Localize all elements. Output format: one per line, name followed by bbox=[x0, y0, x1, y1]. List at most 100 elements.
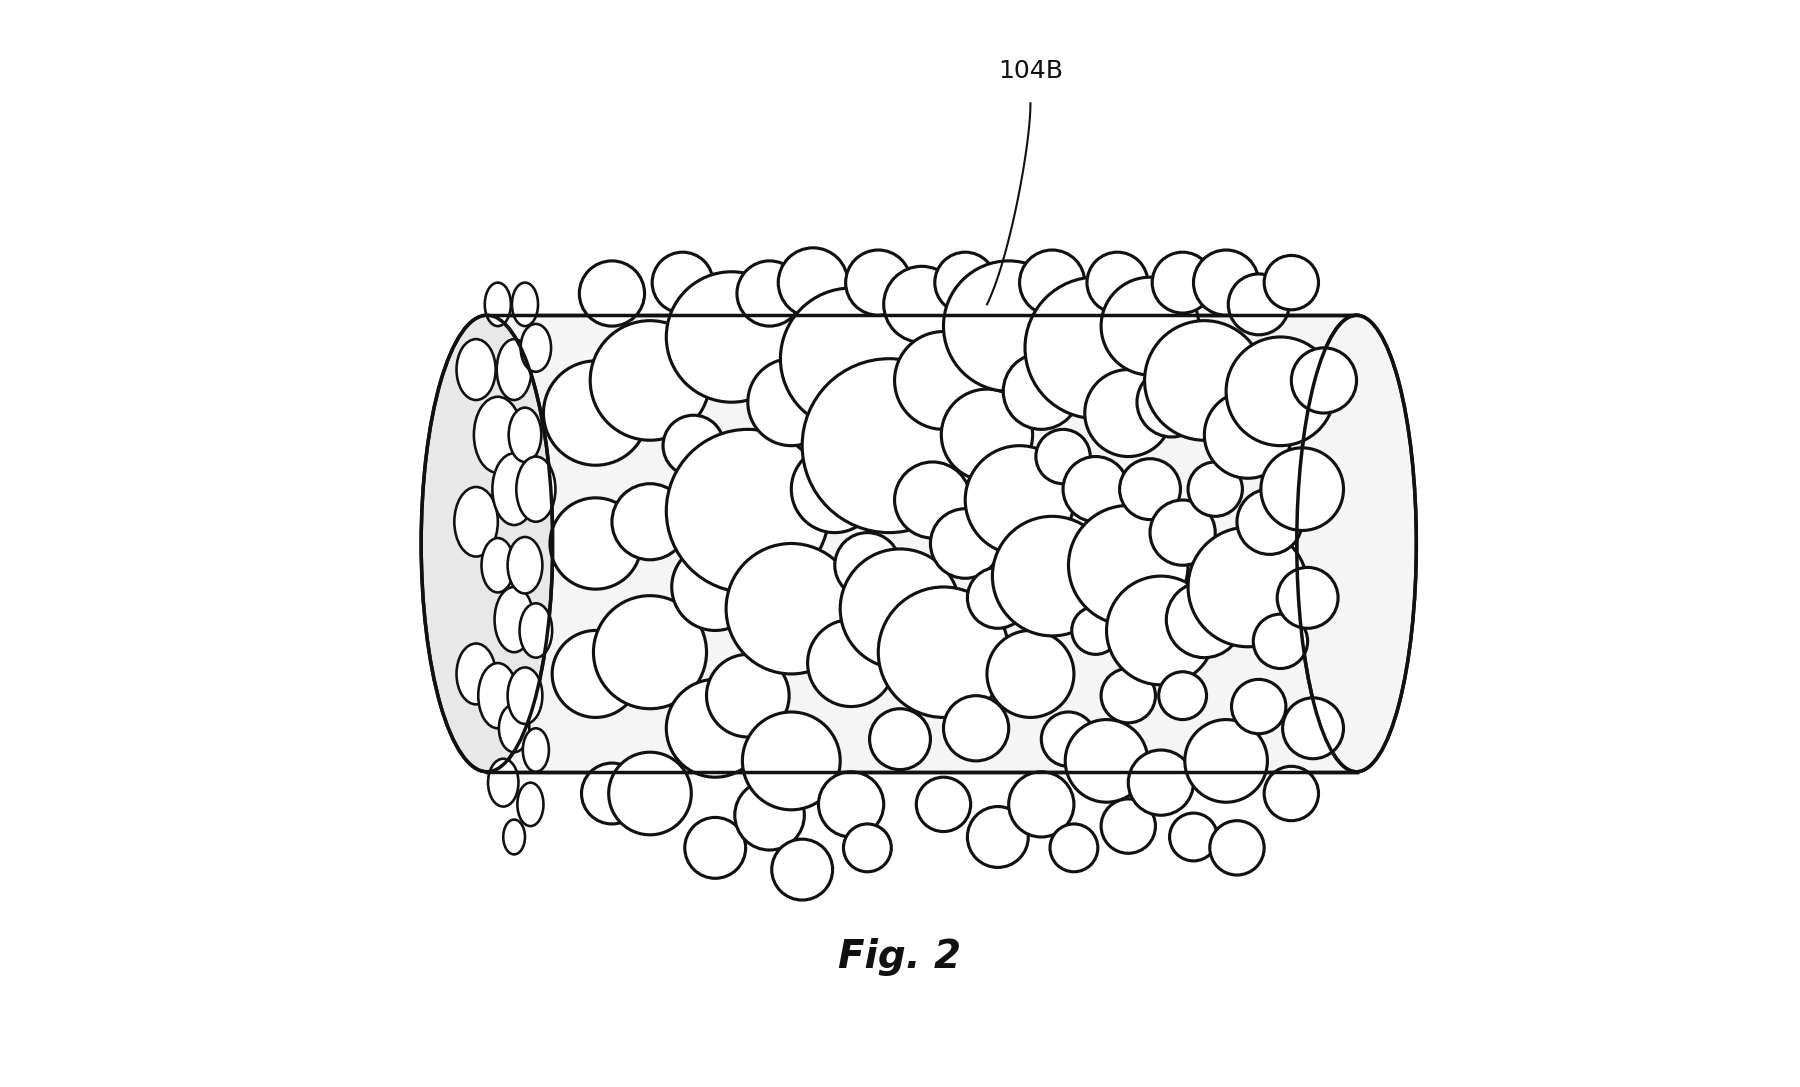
Ellipse shape bbox=[1019, 250, 1085, 315]
Ellipse shape bbox=[509, 408, 542, 462]
Ellipse shape bbox=[421, 315, 553, 772]
Ellipse shape bbox=[1278, 567, 1337, 628]
Ellipse shape bbox=[986, 630, 1075, 717]
Ellipse shape bbox=[736, 261, 803, 326]
Ellipse shape bbox=[1102, 799, 1156, 853]
Ellipse shape bbox=[884, 266, 959, 342]
Text: 104B: 104B bbox=[997, 59, 1064, 83]
Ellipse shape bbox=[778, 248, 848, 317]
Ellipse shape bbox=[1283, 698, 1343, 759]
Ellipse shape bbox=[497, 339, 531, 400]
Ellipse shape bbox=[1152, 252, 1213, 313]
Ellipse shape bbox=[495, 587, 533, 652]
FancyBboxPatch shape bbox=[488, 315, 1357, 772]
Ellipse shape bbox=[488, 759, 518, 807]
Ellipse shape bbox=[652, 252, 713, 313]
Ellipse shape bbox=[1226, 337, 1336, 446]
Ellipse shape bbox=[1129, 750, 1193, 815]
Ellipse shape bbox=[1231, 679, 1285, 734]
Ellipse shape bbox=[707, 654, 788, 737]
Ellipse shape bbox=[803, 359, 976, 533]
Ellipse shape bbox=[1170, 813, 1217, 861]
Ellipse shape bbox=[511, 283, 538, 326]
Ellipse shape bbox=[1237, 489, 1301, 554]
Ellipse shape bbox=[484, 283, 511, 326]
Ellipse shape bbox=[1204, 391, 1291, 478]
Ellipse shape bbox=[1260, 448, 1343, 530]
Ellipse shape bbox=[772, 839, 833, 900]
Ellipse shape bbox=[581, 763, 643, 824]
Ellipse shape bbox=[846, 250, 911, 315]
Ellipse shape bbox=[1159, 672, 1206, 720]
Ellipse shape bbox=[666, 679, 765, 777]
Ellipse shape bbox=[943, 261, 1075, 391]
Ellipse shape bbox=[965, 446, 1075, 554]
Ellipse shape bbox=[1102, 277, 1199, 375]
Ellipse shape bbox=[1166, 582, 1242, 658]
Ellipse shape bbox=[819, 772, 884, 837]
Ellipse shape bbox=[1071, 607, 1120, 654]
Ellipse shape bbox=[1150, 500, 1215, 565]
Ellipse shape bbox=[1107, 576, 1215, 685]
Ellipse shape bbox=[666, 429, 830, 592]
Ellipse shape bbox=[967, 567, 1028, 628]
Ellipse shape bbox=[781, 288, 922, 429]
Ellipse shape bbox=[934, 252, 995, 313]
Ellipse shape bbox=[457, 644, 495, 704]
Ellipse shape bbox=[1145, 321, 1264, 440]
Ellipse shape bbox=[835, 533, 900, 598]
Ellipse shape bbox=[1024, 277, 1166, 418]
Ellipse shape bbox=[734, 780, 805, 850]
Ellipse shape bbox=[808, 620, 895, 707]
Ellipse shape bbox=[1102, 669, 1156, 723]
Ellipse shape bbox=[608, 752, 691, 835]
Ellipse shape bbox=[473, 397, 522, 473]
Ellipse shape bbox=[1049, 824, 1098, 872]
Ellipse shape bbox=[482, 538, 515, 592]
Ellipse shape bbox=[1253, 614, 1307, 669]
Ellipse shape bbox=[967, 807, 1028, 867]
Ellipse shape bbox=[1120, 459, 1181, 520]
Ellipse shape bbox=[580, 261, 644, 326]
Ellipse shape bbox=[544, 361, 648, 465]
Ellipse shape bbox=[878, 587, 1008, 717]
Ellipse shape bbox=[520, 324, 551, 372]
Ellipse shape bbox=[725, 544, 857, 674]
Ellipse shape bbox=[992, 516, 1112, 636]
Ellipse shape bbox=[792, 446, 878, 533]
Ellipse shape bbox=[1069, 505, 1188, 625]
Ellipse shape bbox=[742, 712, 841, 810]
Ellipse shape bbox=[551, 498, 641, 589]
Ellipse shape bbox=[1184, 720, 1267, 802]
Ellipse shape bbox=[666, 272, 797, 402]
Ellipse shape bbox=[684, 817, 745, 878]
Ellipse shape bbox=[747, 359, 835, 446]
Ellipse shape bbox=[522, 728, 549, 772]
Ellipse shape bbox=[1193, 250, 1258, 315]
Ellipse shape bbox=[454, 487, 499, 557]
Ellipse shape bbox=[1042, 712, 1096, 766]
Ellipse shape bbox=[869, 709, 931, 770]
Ellipse shape bbox=[1064, 457, 1129, 522]
Ellipse shape bbox=[941, 389, 1033, 480]
Ellipse shape bbox=[841, 549, 959, 669]
Ellipse shape bbox=[520, 603, 553, 658]
Ellipse shape bbox=[1003, 353, 1080, 429]
Ellipse shape bbox=[504, 820, 526, 854]
Ellipse shape bbox=[508, 537, 542, 594]
Ellipse shape bbox=[895, 462, 970, 538]
Ellipse shape bbox=[1188, 527, 1307, 647]
Ellipse shape bbox=[457, 339, 495, 400]
Ellipse shape bbox=[553, 630, 639, 717]
Ellipse shape bbox=[1138, 367, 1206, 437]
Ellipse shape bbox=[844, 824, 891, 872]
Ellipse shape bbox=[1188, 462, 1242, 516]
Ellipse shape bbox=[517, 783, 544, 826]
Ellipse shape bbox=[671, 544, 758, 630]
Ellipse shape bbox=[1008, 772, 1075, 837]
Ellipse shape bbox=[493, 453, 536, 525]
Ellipse shape bbox=[499, 704, 529, 752]
Ellipse shape bbox=[1066, 720, 1148, 802]
Ellipse shape bbox=[1228, 274, 1289, 335]
Ellipse shape bbox=[1087, 252, 1148, 313]
